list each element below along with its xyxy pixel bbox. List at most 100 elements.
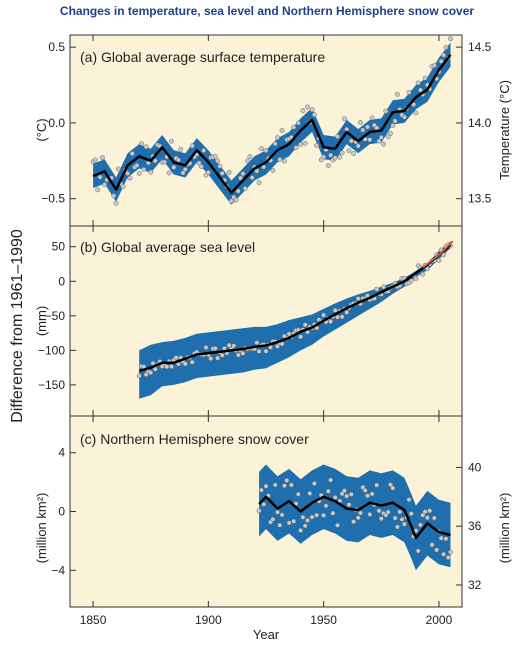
data-point bbox=[279, 341, 285, 347]
data-point bbox=[182, 361, 188, 367]
data-point bbox=[374, 125, 380, 131]
data-point bbox=[344, 309, 350, 315]
data-point bbox=[339, 150, 345, 156]
data-point bbox=[203, 345, 209, 351]
data-point bbox=[238, 175, 244, 181]
figure-title: Changes in temperature, sea level and No… bbox=[60, 4, 474, 18]
data-point bbox=[321, 154, 327, 160]
data-point bbox=[381, 284, 387, 290]
data-point bbox=[381, 141, 387, 147]
data-point bbox=[335, 522, 340, 528]
data-point bbox=[369, 491, 375, 497]
data-point bbox=[270, 168, 276, 173]
data-point bbox=[401, 521, 407, 527]
data-point bbox=[305, 104, 310, 110]
data-point bbox=[228, 198, 234, 204]
data-point bbox=[256, 180, 262, 186]
y-tick-label-left: 0 bbox=[58, 505, 65, 519]
data-point bbox=[97, 174, 103, 180]
data-point bbox=[302, 322, 308, 328]
data-point bbox=[406, 89, 412, 95]
panel-c-right-label: (million km²) bbox=[497, 493, 512, 564]
y-tick-label-left: 0.5 bbox=[48, 40, 65, 54]
data-point bbox=[169, 364, 174, 370]
data-point bbox=[270, 516, 276, 522]
data-point bbox=[424, 515, 430, 521]
data-point bbox=[277, 156, 283, 162]
data-point bbox=[254, 168, 260, 174]
data-point bbox=[408, 278, 414, 284]
data-point bbox=[129, 151, 135, 157]
data-point bbox=[277, 522, 283, 528]
data-point bbox=[388, 131, 393, 136]
data-point bbox=[392, 515, 398, 521]
data-point bbox=[102, 182, 108, 188]
data-point bbox=[335, 134, 340, 140]
smoothed-line bbox=[138, 243, 452, 373]
data-point bbox=[337, 154, 343, 160]
data-point bbox=[332, 495, 338, 500]
data-point bbox=[249, 175, 255, 181]
panel-a-title: (a) Global average surface temperature bbox=[80, 49, 325, 65]
data-point bbox=[235, 188, 241, 194]
data-point bbox=[258, 146, 264, 152]
data-point bbox=[196, 160, 202, 166]
y-tick-label-left: 4 bbox=[58, 446, 65, 460]
data-point bbox=[348, 138, 354, 144]
data-point bbox=[256, 348, 262, 354]
data-point bbox=[406, 497, 412, 503]
data-point bbox=[394, 524, 400, 530]
data-point bbox=[235, 352, 241, 358]
data-point bbox=[438, 535, 444, 541]
uncertainty-band bbox=[259, 464, 451, 571]
panel-c-title: (c) Northern Hemisphere snow cover bbox=[80, 431, 309, 447]
data-point bbox=[120, 184, 126, 190]
data-point bbox=[95, 187, 101, 193]
data-point bbox=[182, 166, 188, 172]
data-point bbox=[394, 91, 400, 97]
data-point bbox=[441, 252, 447, 258]
y-tick-label-right: 14.5 bbox=[468, 40, 492, 54]
data-point bbox=[300, 108, 306, 114]
data-point bbox=[383, 108, 389, 114]
data-point bbox=[288, 482, 294, 488]
data-point bbox=[445, 555, 451, 560]
data-point bbox=[341, 116, 347, 122]
data-point bbox=[436, 258, 442, 264]
data-point bbox=[321, 312, 327, 318]
data-point bbox=[422, 75, 428, 81]
data-point bbox=[281, 158, 287, 164]
data-point bbox=[256, 508, 262, 514]
data-point bbox=[344, 493, 350, 499]
data-point bbox=[279, 512, 285, 518]
panel-2-series bbox=[256, 464, 453, 571]
data-point bbox=[424, 266, 430, 272]
data-point bbox=[311, 112, 317, 118]
data-point bbox=[309, 514, 315, 520]
data-point bbox=[339, 314, 345, 320]
data-point bbox=[291, 124, 297, 130]
data-point bbox=[215, 158, 221, 164]
data-point bbox=[441, 551, 447, 557]
data-point bbox=[305, 517, 310, 523]
data-point bbox=[431, 515, 437, 521]
data-point bbox=[367, 137, 373, 143]
data-point bbox=[242, 185, 248, 191]
y-tick-label-left: −50 bbox=[45, 309, 66, 323]
tick-layer: 0.50.0−0.5500−50−100−15040−414.514.013.5… bbox=[38, 35, 492, 627]
data-point bbox=[295, 491, 301, 497]
data-point bbox=[300, 514, 306, 520]
data-point bbox=[173, 355, 179, 361]
data-point bbox=[420, 271, 426, 277]
data-point bbox=[385, 509, 391, 515]
data-point bbox=[136, 170, 142, 176]
data-point bbox=[335, 314, 340, 320]
data-point bbox=[448, 36, 453, 42]
data-point bbox=[201, 148, 207, 153]
panel-0-series bbox=[90, 36, 453, 206]
panel-b-left-label: (mm) bbox=[34, 306, 49, 336]
data-point bbox=[429, 542, 435, 548]
data-point bbox=[245, 158, 251, 164]
data-point bbox=[422, 509, 428, 515]
